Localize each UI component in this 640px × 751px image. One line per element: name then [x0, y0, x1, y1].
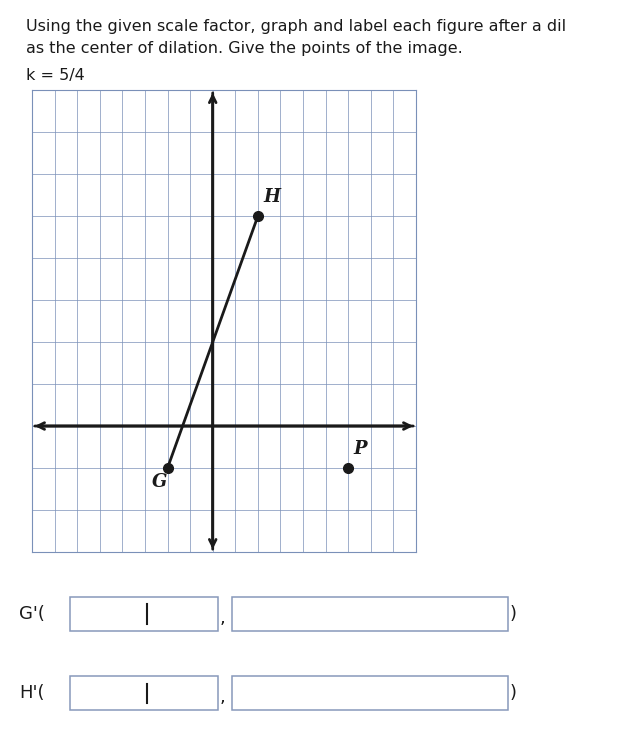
Text: ): )	[509, 684, 516, 702]
FancyBboxPatch shape	[232, 597, 508, 631]
Text: ): )	[509, 605, 516, 623]
Text: Using the given scale factor, graph and label each figure after a dil: Using the given scale factor, graph and …	[26, 19, 566, 34]
FancyBboxPatch shape	[70, 676, 218, 710]
FancyBboxPatch shape	[70, 597, 218, 631]
Text: P: P	[354, 439, 367, 457]
Text: H: H	[264, 188, 280, 206]
Text: as the center of dilation. Give the points of the image.: as the center of dilation. Give the poin…	[26, 41, 462, 56]
Text: ,: ,	[220, 608, 225, 626]
Text: G: G	[152, 473, 167, 491]
Text: G'(: G'(	[19, 605, 45, 623]
Text: H'(: H'(	[19, 684, 45, 702]
FancyBboxPatch shape	[232, 676, 508, 710]
Text: k = 5/4: k = 5/4	[26, 68, 84, 83]
Text: ,: ,	[220, 688, 225, 706]
